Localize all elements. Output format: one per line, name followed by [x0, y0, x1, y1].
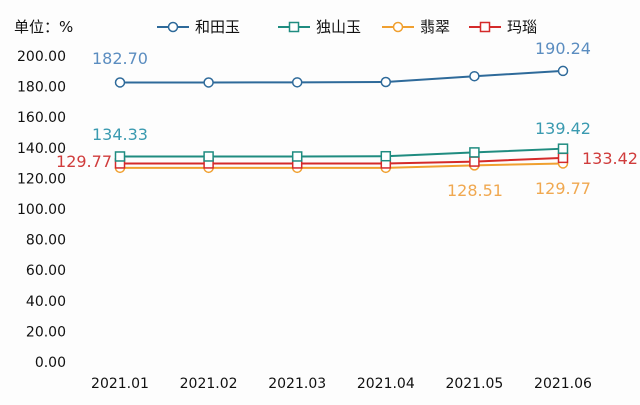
data-label: 190.24	[535, 39, 591, 58]
y-tick-label: 160.00	[17, 110, 66, 126]
data-point	[291, 77, 303, 88]
data-point	[557, 152, 569, 164]
y-tick-label: 60.00	[26, 263, 66, 279]
data-point	[469, 70, 480, 82]
legend-label: 玛瑙	[507, 18, 537, 36]
data-point	[469, 156, 480, 167]
series-line-3	[120, 156, 564, 165]
data-point	[203, 77, 214, 88]
legend-marker-icon	[392, 21, 404, 33]
series-line-0	[120, 69, 564, 84]
series-line-2	[120, 162, 564, 169]
y-tick-label: 140.00	[17, 141, 66, 157]
data-point	[203, 151, 214, 162]
data-label: 128.51	[447, 181, 503, 200]
series-line-1	[120, 147, 564, 158]
x-tick-label: 2021.02	[180, 376, 238, 392]
y-tick-label: 0.00	[35, 355, 66, 371]
x-tick-label: 2021.06	[534, 376, 592, 392]
data-label: 182.70	[92, 49, 148, 68]
data-point	[380, 76, 392, 88]
data-label: 129.77	[56, 152, 112, 171]
data-point	[114, 77, 126, 88]
data-label: 139.42	[535, 119, 591, 138]
legend-label: 和田玉	[195, 18, 240, 36]
legend-marker-icon	[479, 21, 491, 33]
legend-label: 翡翠	[420, 18, 450, 36]
data-point	[380, 150, 392, 162]
legend-marker-icon	[167, 21, 179, 33]
data-label: 133.42	[582, 149, 638, 168]
x-tick-label: 2021.05	[445, 376, 503, 392]
data-point	[114, 151, 126, 162]
legend-label: 独山玉	[316, 18, 361, 36]
data-point	[557, 143, 569, 154]
y-tick-label: 100.00	[17, 202, 66, 218]
x-tick-label: 2021.03	[268, 376, 326, 392]
y-tick-label: 120.00	[17, 171, 66, 187]
legend-marker-icon	[288, 21, 300, 33]
y-tick-label: 80.00	[26, 233, 66, 249]
x-tick-label: 2021.01	[91, 376, 149, 392]
data-label: 129.77	[535, 179, 591, 198]
y-tick-label: 200.00	[17, 49, 66, 65]
x-tick-label: 2021.04	[357, 376, 415, 392]
data-point	[469, 147, 480, 158]
y-tick-label: 180.00	[17, 80, 66, 96]
y-tick-label: 20.00	[26, 324, 66, 340]
data-point	[291, 151, 303, 162]
data-point	[557, 65, 569, 77]
unit-label: 单位：%	[14, 18, 73, 36]
y-tick-label: 40.00	[26, 294, 66, 310]
data-label: 134.33	[92, 125, 148, 144]
